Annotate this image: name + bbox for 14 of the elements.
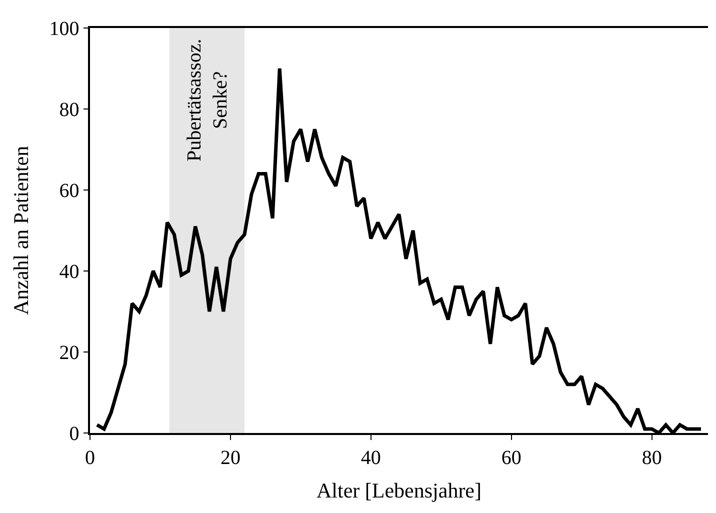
y-tick-label: 80 (59, 99, 80, 121)
x-tick-label: 0 (85, 446, 95, 469)
x-tick-label: 80 (642, 446, 662, 469)
x-tick-label: 20 (220, 446, 240, 469)
y-tick-label: 40 (59, 261, 80, 283)
y-tick-label: 20 (59, 342, 80, 364)
y-tick-label: 60 (59, 180, 80, 202)
y-tick-label: 0 (69, 423, 80, 445)
x-tick-label: 60 (501, 446, 522, 469)
y-axis-title: Anzahl an Patienten (8, 145, 33, 316)
x-axis-title: Alter [Lebensjahre] (316, 478, 482, 502)
band-label: Pubertätsassoz. Senke? (183, 38, 232, 162)
x-tick-label: 40 (360, 446, 381, 469)
y-tick-label: 100 (49, 18, 80, 40)
